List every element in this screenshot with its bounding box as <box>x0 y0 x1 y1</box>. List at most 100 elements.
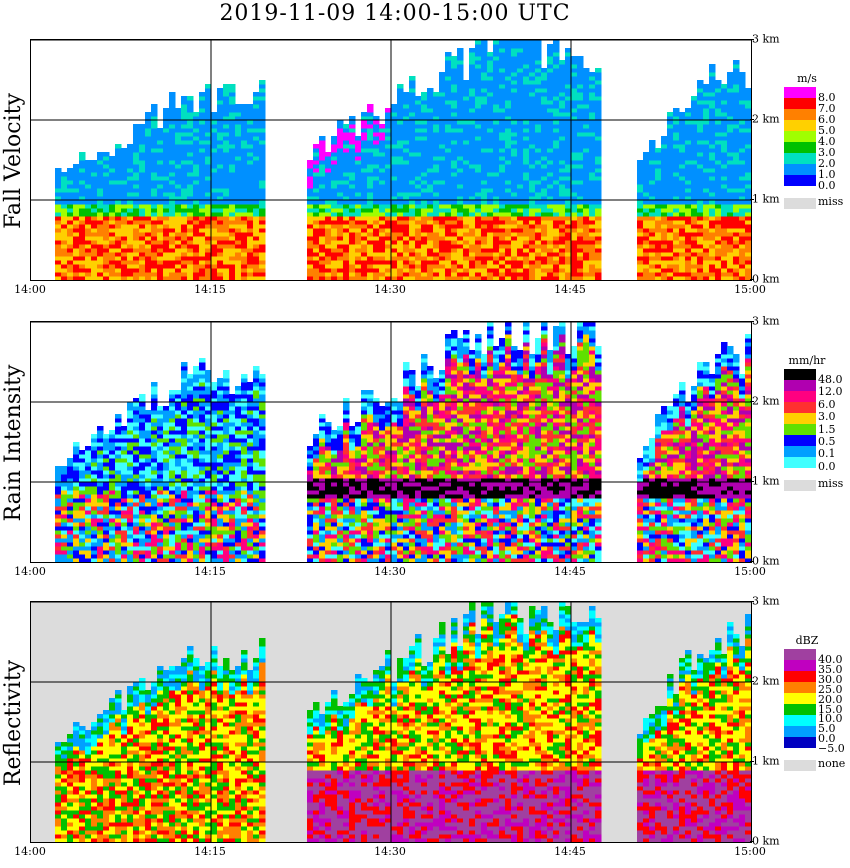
field-cell <box>463 188 470 193</box>
field-cell <box>121 188 128 193</box>
field-cell <box>211 172 218 177</box>
field-cell <box>169 188 176 193</box>
field-cell <box>253 128 260 133</box>
field-cell <box>355 208 362 213</box>
field-cell <box>409 204 416 209</box>
field-cell <box>151 124 158 129</box>
field-cell <box>583 200 590 205</box>
field-cell <box>223 132 230 137</box>
field-cell <box>91 542 98 547</box>
field-cell <box>565 144 572 149</box>
field-cell <box>223 92 230 97</box>
field-cell <box>217 188 224 193</box>
field-cell <box>643 192 650 197</box>
field-cell <box>697 168 704 173</box>
field-cell <box>715 100 722 105</box>
field-cell <box>571 272 578 277</box>
field-cell <box>595 264 602 269</box>
field-cell <box>235 232 242 237</box>
field-cell <box>475 160 482 165</box>
field-cell <box>583 248 590 253</box>
field-cell <box>133 244 140 249</box>
field-cell <box>187 120 194 125</box>
field-cell <box>589 196 596 201</box>
field-cell <box>745 264 751 269</box>
field-cell <box>217 92 224 97</box>
field-cell <box>349 216 356 221</box>
field-cell <box>661 236 668 241</box>
field-cell <box>463 260 470 265</box>
field-cell <box>439 184 446 189</box>
field-cell <box>475 156 482 161</box>
field-cell <box>157 168 164 173</box>
field-cell <box>343 264 350 269</box>
field-cell <box>475 84 482 89</box>
field-cell <box>535 160 542 165</box>
field-cell <box>337 156 344 161</box>
field-cell <box>193 240 200 245</box>
field-cell <box>595 140 602 145</box>
field-cell <box>553 216 560 221</box>
field-cell <box>451 232 458 237</box>
field-cell <box>553 116 560 121</box>
field-cell <box>409 236 416 241</box>
field-cell <box>91 208 98 213</box>
field-cell <box>229 208 236 213</box>
field-cell <box>709 248 716 253</box>
field-cell <box>427 144 434 149</box>
field-cell <box>553 40 560 45</box>
field-cell <box>139 124 146 129</box>
field-cell <box>223 172 230 177</box>
field-cell <box>217 128 224 133</box>
field-cell <box>97 558 104 562</box>
field-cell <box>691 148 698 153</box>
field-cell <box>709 256 716 261</box>
field-cell <box>565 104 572 109</box>
field-cell <box>151 196 158 201</box>
field-cell <box>715 224 722 229</box>
field-cell <box>559 260 566 265</box>
field-cell <box>253 232 260 237</box>
field-cell <box>685 216 692 221</box>
field-cell <box>175 204 182 209</box>
field-cell <box>691 116 698 121</box>
field-cell <box>391 140 398 145</box>
field-cell <box>469 188 476 193</box>
field-cell <box>511 144 518 149</box>
field-cell <box>553 160 560 165</box>
field-cell <box>421 168 428 173</box>
field-cell <box>103 482 110 487</box>
field-cell <box>517 196 524 201</box>
field-cell <box>433 276 440 280</box>
field-cell <box>571 92 578 97</box>
field-cell <box>409 272 416 277</box>
legend-swatch <box>784 109 816 120</box>
field-cell <box>505 132 512 137</box>
field-cell <box>241 120 248 125</box>
field-cell <box>175 136 182 141</box>
field-cell <box>691 248 698 253</box>
field-cell <box>541 228 548 233</box>
field-cell <box>685 108 692 113</box>
field-cell <box>175 272 182 277</box>
field-cell <box>163 108 170 113</box>
field-cell <box>715 188 722 193</box>
field-cell <box>475 120 482 125</box>
field-cell <box>409 128 416 133</box>
field-cell <box>97 176 104 181</box>
field-cell <box>523 84 530 89</box>
field-cell <box>139 148 146 153</box>
field-cell <box>325 228 332 233</box>
field-cell <box>157 136 164 141</box>
field-cell <box>337 248 344 253</box>
field-cell <box>121 172 128 177</box>
field-cell <box>181 164 188 169</box>
field-cell <box>511 224 518 229</box>
field-cell <box>433 196 440 201</box>
field-cell <box>529 124 536 129</box>
field-cell <box>169 268 176 273</box>
field-cell <box>727 264 734 269</box>
field-cell <box>115 260 122 265</box>
field-cell <box>523 88 530 93</box>
field-cell <box>121 264 128 269</box>
